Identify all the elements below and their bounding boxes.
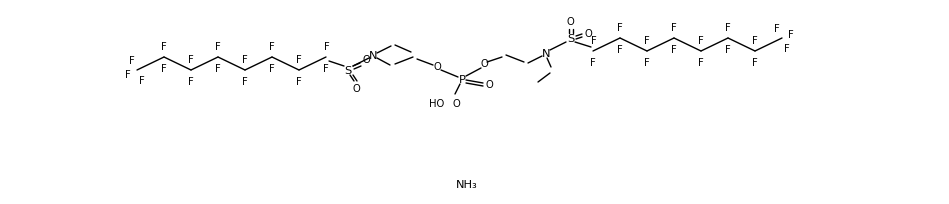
Text: F: F [125, 70, 131, 80]
Text: F: F [323, 64, 328, 74]
Text: F: F [296, 77, 302, 86]
Text: F: F [296, 55, 302, 65]
Text: NH₃: NH₃ [456, 179, 478, 189]
Text: F: F [270, 42, 275, 52]
Text: HO: HO [429, 99, 444, 109]
Text: S: S [344, 66, 352, 76]
Text: O: O [352, 84, 360, 94]
Text: F: F [788, 30, 793, 40]
Text: F: F [215, 42, 221, 52]
Text: F: F [753, 58, 758, 68]
Text: F: F [129, 56, 135, 66]
Text: F: F [671, 23, 677, 33]
Text: N: N [542, 49, 550, 59]
Text: F: F [725, 23, 731, 33]
Text: F: F [242, 55, 248, 65]
Text: O: O [480, 59, 488, 69]
Text: F: F [589, 58, 595, 68]
Text: O: O [567, 17, 574, 27]
Text: F: F [644, 58, 650, 68]
Text: F: F [188, 55, 194, 65]
Text: F: F [698, 36, 704, 46]
Text: F: F [617, 23, 623, 33]
Text: F: F [753, 36, 758, 46]
Text: F: F [671, 45, 677, 55]
Text: N: N [369, 51, 378, 61]
Text: O: O [363, 55, 370, 65]
Text: P: P [458, 75, 465, 85]
Text: F: F [188, 77, 194, 86]
Text: F: F [784, 44, 790, 54]
Text: F: F [324, 42, 329, 52]
Text: F: F [161, 42, 167, 52]
Text: F: F [139, 75, 144, 85]
Text: O: O [433, 62, 441, 72]
Text: F: F [644, 36, 650, 46]
Text: F: F [242, 77, 248, 86]
Text: F: F [215, 64, 221, 74]
Text: O: O [452, 99, 460, 109]
Text: F: F [270, 64, 275, 74]
Text: F: F [698, 58, 704, 68]
Text: S: S [568, 34, 575, 44]
Text: F: F [617, 45, 623, 55]
Text: O: O [585, 29, 592, 39]
Text: O: O [485, 80, 493, 90]
Text: F: F [590, 36, 596, 46]
Text: F: F [161, 64, 167, 74]
Text: F: F [774, 24, 780, 34]
Text: F: F [725, 45, 731, 55]
